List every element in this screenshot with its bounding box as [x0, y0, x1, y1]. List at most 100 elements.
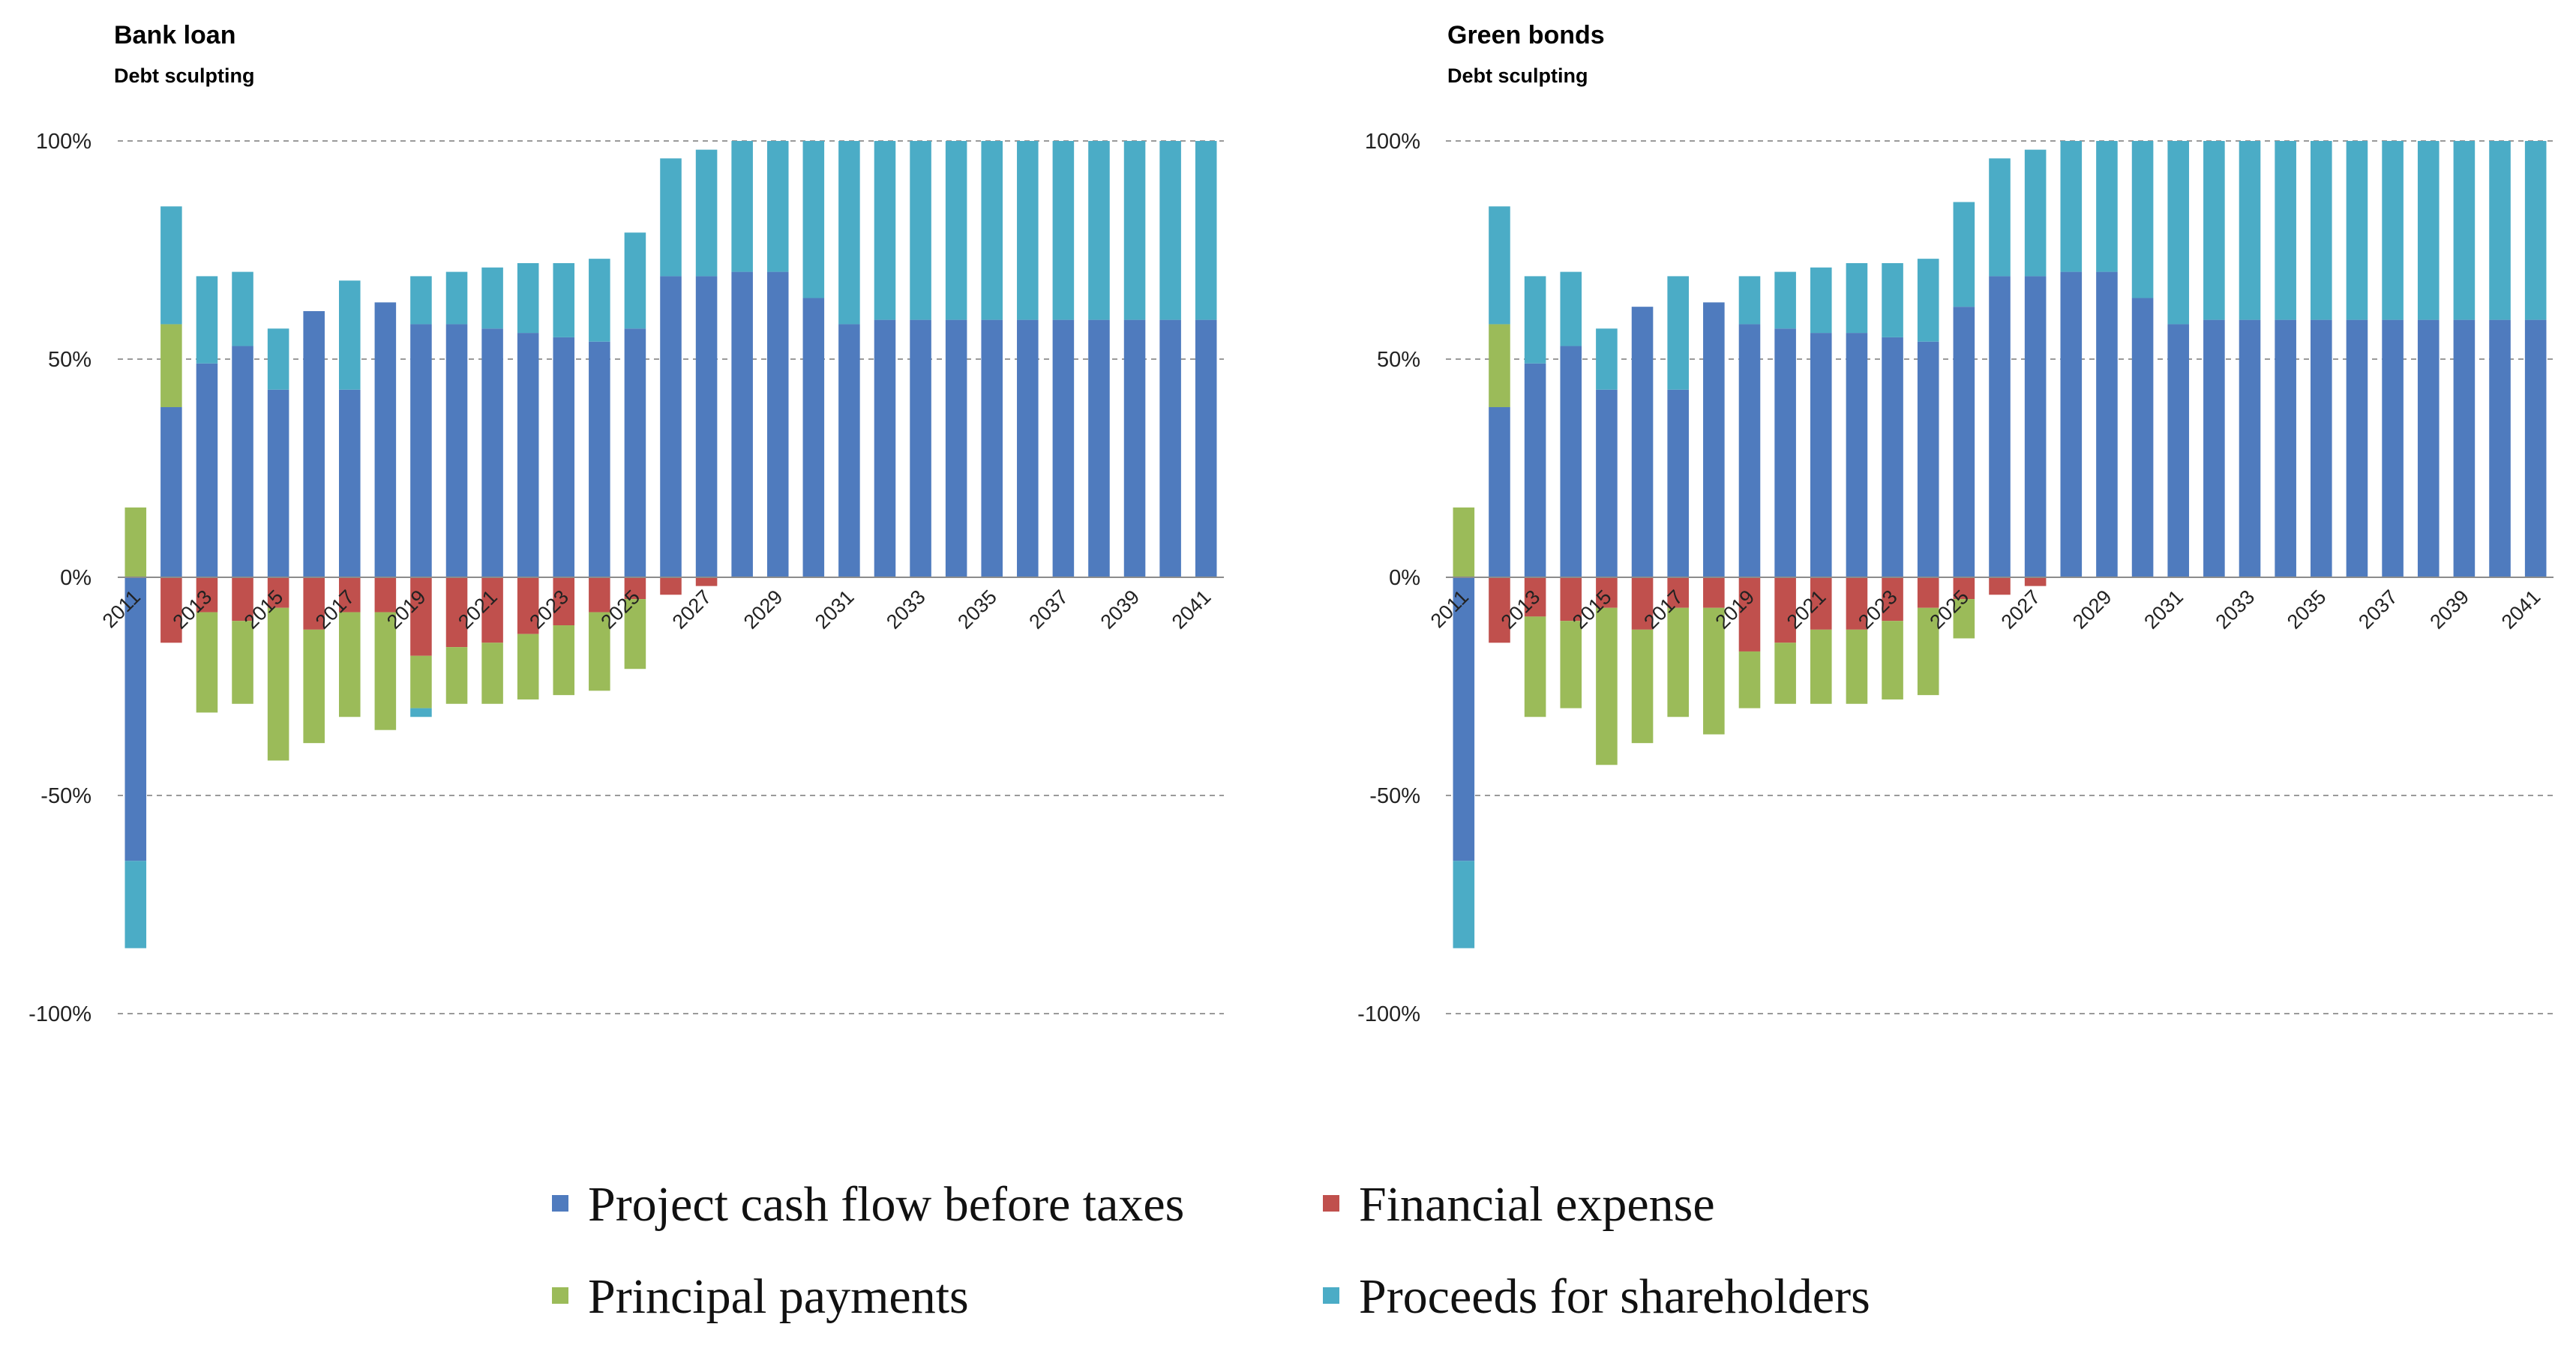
bar-segment — [124, 577, 147, 861]
bar-segment — [766, 141, 789, 272]
bar-segment — [2275, 141, 2296, 320]
bar-segment — [2346, 319, 2368, 577]
bar-segment — [1774, 271, 1796, 329]
bar-segment — [1774, 577, 1796, 643]
bar-segment — [695, 276, 718, 577]
bar-segment — [553, 337, 575, 577]
bar-segment — [1052, 141, 1075, 320]
bar-segment — [160, 206, 182, 325]
bar-segment — [2131, 141, 2154, 298]
bar-segment — [124, 861, 147, 948]
bar-segment — [410, 655, 432, 708]
bar-segment — [1524, 363, 1546, 577]
bar-segment — [589, 341, 610, 577]
bar-segment — [1774, 328, 1796, 577]
bar-segment — [1917, 577, 1939, 608]
bar-segment — [374, 577, 397, 613]
bar-segment — [589, 577, 610, 613]
chart-subtitle: Debt sculpting — [114, 64, 255, 87]
bar-segment — [1489, 577, 1510, 643]
chart-bank-loan: Bank loan Debt sculpting 100% 50% 0% -50% -1… — [28, 21, 1224, 1026]
bar-segment — [1596, 328, 1618, 390]
bar-segment — [660, 158, 682, 277]
bar-segment — [1667, 389, 1689, 577]
bar-segment — [2096, 271, 2118, 577]
bar-segment — [2489, 319, 2511, 577]
bar-segment — [1882, 262, 1903, 337]
legend-swatch — [552, 1195, 568, 1212]
x-tick-label: 2039 — [1096, 586, 1144, 634]
bar-segment — [2311, 319, 2332, 577]
bar-segment — [2489, 141, 2511, 320]
bar-segment — [2096, 141, 2118, 272]
bar-segment — [1917, 259, 1939, 342]
bar-segment — [910, 141, 931, 320]
x-tick-label: 2031 — [811, 586, 859, 634]
legend: Project cash flow before taxes Financial… — [552, 1177, 1870, 1324]
bar-segment — [589, 259, 610, 342]
bar-segment — [339, 612, 361, 717]
bar-segment — [1738, 276, 1761, 325]
bar-segment — [2239, 141, 2261, 320]
bar-segment — [731, 141, 753, 272]
bar-segment — [1882, 337, 1903, 577]
bar-segment — [339, 280, 361, 390]
x-tick-label: 2039 — [2425, 586, 2473, 634]
legend-item: Financial expense — [1323, 1177, 1715, 1232]
bar-segment — [374, 612, 397, 730]
bar-segment — [874, 141, 896, 320]
bar-segment — [1017, 319, 1039, 577]
bar-segment — [838, 141, 860, 325]
legend-label: Financial expense — [1359, 1177, 1715, 1232]
bar-segment — [1667, 577, 1689, 608]
bar-segment — [1631, 629, 1654, 744]
y-tick-label: -100% — [1357, 1002, 1420, 1026]
bar-segment — [1846, 577, 1868, 630]
bar-segment — [232, 621, 253, 704]
bar-segment — [2382, 141, 2404, 320]
x-tick-label: 2031 — [2140, 586, 2188, 634]
bar-segment — [303, 629, 325, 744]
bar-segment — [2203, 319, 2225, 577]
bar-segment — [1810, 577, 1832, 630]
bar-segment — [766, 271, 789, 577]
bar-segment — [1846, 629, 1868, 704]
bar-segment — [1882, 621, 1903, 699]
bar-segment — [1703, 302, 1725, 577]
bar-segment — [196, 577, 218, 613]
bar-segment — [1088, 319, 1110, 577]
bar-segment — [553, 625, 575, 696]
bar-segment — [267, 328, 289, 390]
x-tick-label: 2033 — [882, 586, 930, 634]
bar-segment — [1810, 267, 1832, 334]
bar-segment — [2275, 319, 2296, 577]
legend-label: Principal payments — [588, 1269, 969, 1324]
bar-segment — [445, 271, 468, 325]
bar-segment — [410, 324, 432, 577]
bar-segment — [553, 262, 575, 337]
bar-segment — [624, 577, 646, 600]
x-tick-label: 2041 — [2497, 586, 2545, 634]
bar-segment — [660, 276, 682, 577]
bar-segment — [1159, 319, 1181, 577]
bar-segment — [1159, 141, 1181, 320]
bar-segment — [981, 141, 1003, 320]
bar-segment — [196, 612, 218, 713]
y-tick-label: -50% — [40, 784, 91, 808]
bar-segment — [1631, 577, 1654, 630]
y-tick-label: 100% — [36, 130, 91, 154]
bar-segment — [1667, 276, 1689, 390]
bar-segment — [1846, 262, 1868, 334]
bar-segment — [1989, 158, 2011, 277]
bar-segment — [1703, 577, 1725, 608]
bar-segment — [1738, 324, 1761, 577]
bar-segment — [517, 634, 539, 699]
bar-segment — [1560, 346, 1582, 577]
bar-segment — [196, 276, 218, 364]
y-tick-label: 50% — [48, 348, 91, 372]
bar-segment — [624, 599, 646, 670]
x-tick-label: 2037 — [1024, 586, 1072, 634]
bar-segment — [2417, 319, 2440, 577]
bar-segment — [2346, 141, 2368, 320]
